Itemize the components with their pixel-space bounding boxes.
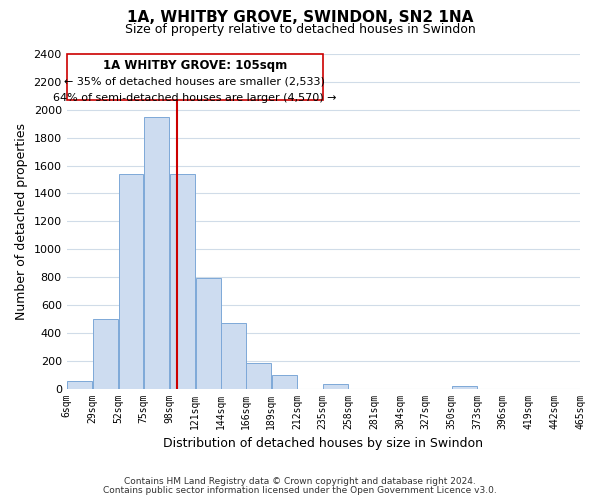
Bar (452, 386, 476, 388)
Bar (323, 384, 348, 388)
Text: ← 35% of detached houses are smaller (2,533): ← 35% of detached houses are smaller (2,… (64, 76, 325, 86)
Text: Size of property relative to detached houses in Swindon: Size of property relative to detached ho… (125, 22, 475, 36)
Bar (170, 174, 195, 388)
Text: 64% of semi-detached houses are larger (4,570) →: 64% of semi-detached houses are larger (… (53, 93, 337, 103)
Bar (221, 323, 246, 388)
Bar (93, 319, 118, 388)
Bar (119, 174, 143, 388)
Bar (67, 381, 92, 388)
Bar (196, 278, 221, 388)
Y-axis label: Number of detached properties: Number of detached properties (15, 123, 28, 320)
X-axis label: Distribution of detached houses by size in Swindon: Distribution of detached houses by size … (163, 437, 484, 450)
Text: Contains HM Land Registry data © Crown copyright and database right 2024.: Contains HM Land Registry data © Crown c… (124, 477, 476, 486)
Text: 1A, WHITBY GROVE, SWINDON, SN2 1NA: 1A, WHITBY GROVE, SWINDON, SN2 1NA (127, 10, 473, 25)
Text: Contains public sector information licensed under the Open Government Licence v3: Contains public sector information licen… (103, 486, 497, 495)
Bar (144, 116, 169, 388)
Text: 1A WHITBY GROVE: 105sqm: 1A WHITBY GROVE: 105sqm (103, 59, 287, 72)
Bar (272, 376, 296, 388)
Bar (246, 364, 271, 388)
